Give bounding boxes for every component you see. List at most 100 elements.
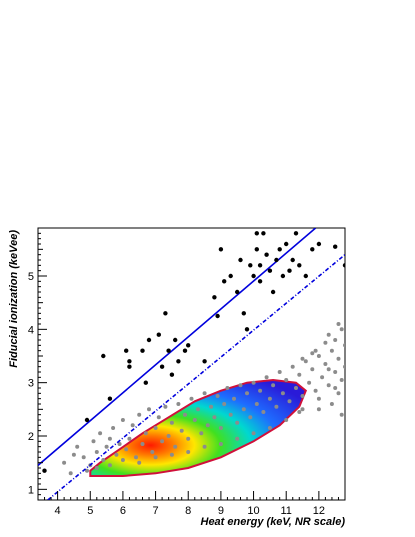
black-point	[176, 359, 181, 364]
gray-point	[316, 354, 321, 358]
gray-point	[218, 426, 223, 430]
gray-point	[179, 428, 184, 433]
gray-point	[307, 380, 312, 385]
gray-point	[333, 370, 338, 374]
black-point	[84, 417, 90, 423]
black-point	[267, 268, 273, 273]
gray-point	[124, 447, 129, 452]
gray-point	[169, 420, 174, 425]
black-point	[297, 263, 302, 268]
black-point	[107, 396, 113, 401]
black-point	[333, 244, 338, 249]
solid-line	[38, 228, 317, 466]
gray-point	[94, 466, 99, 470]
gray-point	[137, 412, 142, 417]
black-point	[287, 268, 292, 273]
gray-point	[107, 463, 112, 468]
black-point	[342, 263, 345, 268]
gray-point	[343, 364, 345, 369]
gray-point	[300, 356, 305, 361]
gray-point	[202, 391, 207, 396]
gray-point	[264, 375, 269, 380]
gray-point	[98, 431, 103, 436]
black-point	[241, 311, 246, 316]
gray-point	[85, 468, 89, 473]
gray-point	[271, 383, 276, 388]
gray-point	[225, 386, 230, 390]
gray-point	[199, 431, 204, 436]
x-tick-label: 6	[120, 505, 126, 517]
gray-point	[94, 450, 99, 454]
gray-point	[91, 439, 96, 444]
gray-point	[137, 460, 142, 465]
black-point	[173, 337, 178, 343]
x-tick-label: 12	[313, 505, 325, 517]
black-point	[254, 231, 259, 236]
gray-point	[343, 343, 345, 348]
black-point	[156, 332, 161, 337]
gray-point	[294, 386, 298, 390]
gray-point	[183, 412, 187, 417]
black-point	[251, 273, 256, 279]
y-tick-label: 5	[28, 271, 34, 283]
black-point	[316, 241, 322, 247]
black-point	[228, 273, 233, 279]
gray-point	[153, 426, 158, 430]
black-point	[143, 380, 148, 385]
gray-point	[130, 423, 135, 428]
black-point	[101, 353, 106, 359]
gray-point	[202, 444, 207, 449]
y-tick-label: 3	[28, 378, 34, 390]
black-point	[42, 468, 47, 473]
x-tick-label: 7	[153, 505, 159, 517]
gray-point	[297, 372, 302, 377]
gray-point	[316, 407, 321, 412]
gray-point	[329, 402, 334, 406]
gray-point	[251, 431, 256, 436]
gray-point	[212, 415, 217, 420]
gray-point	[323, 340, 328, 345]
gray-point	[326, 383, 331, 388]
black-point	[215, 313, 220, 319]
gray-point	[153, 455, 158, 460]
gray-point	[313, 388, 318, 393]
gray-point	[186, 450, 191, 454]
black-point	[274, 257, 279, 263]
gray-point	[238, 383, 243, 388]
black-point	[244, 327, 250, 332]
gray-point	[277, 370, 282, 374]
gray-point	[150, 450, 155, 454]
black-point	[140, 348, 145, 353]
dotted-line	[47, 254, 345, 500]
gray-point	[280, 391, 285, 396]
gray-point	[336, 322, 341, 326]
black-point	[124, 348, 129, 353]
gray-point	[209, 404, 214, 409]
gray-point	[303, 359, 308, 364]
gray-point	[75, 444, 80, 449]
gray-point	[107, 436, 112, 441]
gray-point	[140, 442, 145, 446]
gray-point	[156, 415, 161, 420]
gray-point	[160, 439, 165, 444]
gray-point	[310, 351, 315, 356]
gray-point	[189, 396, 194, 401]
gray-point	[284, 418, 289, 422]
gray-point	[336, 356, 341, 361]
x-axis-title: Heat energy (keV, NR scale)	[201, 516, 346, 528]
black-point	[182, 348, 188, 353]
gray-point	[68, 471, 73, 476]
gray-point	[222, 402, 227, 406]
gray-point	[248, 415, 253, 420]
black-point	[159, 364, 165, 369]
black-point	[186, 343, 191, 348]
gray-point	[228, 412, 233, 417]
black-point	[127, 359, 132, 364]
gray-point	[323, 362, 328, 366]
gray-point	[267, 396, 272, 401]
gray-point	[71, 452, 76, 457]
black-point	[169, 372, 175, 377]
gray-point	[329, 348, 334, 353]
